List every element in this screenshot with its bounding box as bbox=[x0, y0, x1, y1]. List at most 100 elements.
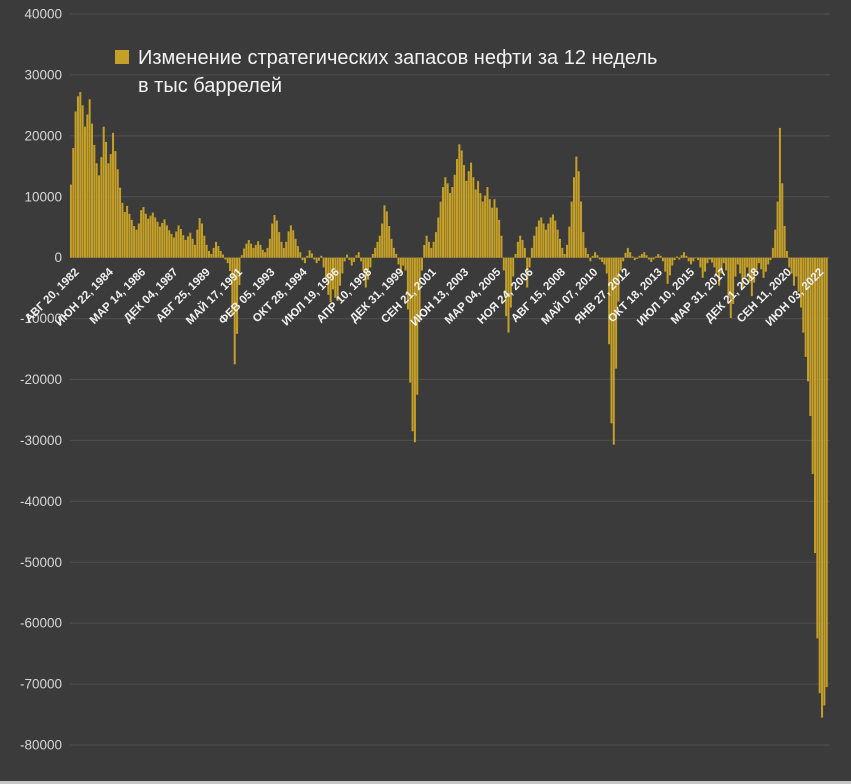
bar bbox=[636, 257, 639, 259]
bar bbox=[432, 241, 435, 258]
bar bbox=[739, 257, 742, 274]
bar bbox=[406, 257, 409, 310]
bar bbox=[292, 230, 295, 258]
bar bbox=[491, 207, 494, 258]
bar bbox=[348, 257, 351, 261]
bar bbox=[100, 157, 103, 258]
bar bbox=[90, 123, 93, 258]
bar bbox=[470, 162, 473, 258]
bar bbox=[329, 257, 332, 303]
bar bbox=[528, 257, 531, 268]
bar bbox=[420, 257, 423, 271]
bar bbox=[675, 256, 678, 258]
bar bbox=[477, 180, 480, 258]
bar bbox=[296, 246, 299, 258]
bar bbox=[734, 257, 737, 277]
bar bbox=[193, 244, 196, 258]
bar bbox=[69, 184, 72, 258]
bar bbox=[736, 257, 739, 265]
bar bbox=[151, 212, 154, 258]
bar bbox=[353, 257, 356, 262]
bar bbox=[165, 225, 168, 258]
y-tick-label: 20000 bbox=[24, 128, 62, 143]
bar bbox=[439, 201, 442, 258]
bar bbox=[413, 257, 416, 443]
bar bbox=[404, 257, 407, 271]
bar bbox=[776, 201, 779, 258]
bar bbox=[434, 232, 437, 258]
bar bbox=[95, 163, 98, 258]
bar bbox=[575, 156, 578, 258]
bar bbox=[158, 226, 161, 258]
bar bbox=[427, 241, 430, 258]
bar bbox=[481, 201, 484, 258]
bar bbox=[280, 241, 283, 258]
bar bbox=[645, 255, 648, 258]
bar bbox=[88, 99, 91, 258]
bar bbox=[537, 220, 540, 258]
bar bbox=[172, 237, 175, 258]
bar bbox=[109, 154, 112, 258]
bar bbox=[198, 218, 201, 258]
bar bbox=[498, 219, 501, 258]
bar bbox=[823, 257, 826, 706]
bar bbox=[617, 257, 620, 302]
bar bbox=[825, 257, 828, 688]
x-tick-label: МАР 14, 1986 bbox=[88, 266, 148, 326]
bar bbox=[594, 252, 597, 258]
y-tick-label: 40000 bbox=[24, 7, 62, 22]
bar bbox=[397, 257, 400, 265]
bar bbox=[523, 247, 526, 258]
bar bbox=[785, 250, 788, 258]
bar bbox=[750, 257, 753, 297]
bar bbox=[460, 150, 463, 258]
bar bbox=[81, 105, 84, 258]
window-edge bbox=[0, 781, 851, 784]
bar bbox=[797, 257, 800, 292]
bar bbox=[746, 257, 749, 268]
bar bbox=[343, 257, 346, 262]
bar bbox=[631, 256, 634, 258]
bar bbox=[596, 255, 599, 258]
bar bbox=[360, 257, 363, 262]
bar bbox=[399, 257, 402, 274]
bar bbox=[381, 223, 384, 258]
y-tick-label: -40000 bbox=[20, 494, 62, 509]
bar bbox=[526, 257, 529, 288]
bar bbox=[140, 210, 143, 258]
bar bbox=[240, 255, 243, 258]
bar bbox=[116, 169, 119, 258]
bar bbox=[568, 226, 571, 258]
y-tick-label: -80000 bbox=[20, 738, 62, 753]
bar bbox=[699, 257, 702, 268]
bar bbox=[757, 257, 760, 264]
x-tick-label: МАЙ 07, 2010 bbox=[539, 266, 601, 328]
bar bbox=[346, 254, 349, 258]
bar bbox=[608, 257, 611, 345]
bar bbox=[355, 255, 358, 258]
bar bbox=[774, 229, 777, 258]
bar bbox=[647, 257, 650, 260]
bar bbox=[196, 229, 199, 258]
bar bbox=[809, 257, 812, 417]
bar bbox=[107, 163, 110, 258]
bar bbox=[542, 223, 545, 258]
bar bbox=[467, 171, 470, 258]
bar bbox=[98, 175, 101, 258]
bar bbox=[629, 252, 632, 258]
y-tick-label: -60000 bbox=[20, 616, 62, 631]
bar bbox=[217, 246, 220, 258]
bar bbox=[720, 257, 723, 274]
bar bbox=[259, 244, 262, 258]
bar bbox=[336, 257, 339, 301]
bar bbox=[479, 193, 482, 258]
x-tick-label: МАР 31, 2017 bbox=[669, 266, 729, 326]
bar bbox=[814, 257, 817, 554]
bar bbox=[273, 215, 276, 258]
bar bbox=[458, 144, 461, 258]
bar bbox=[544, 229, 547, 258]
bar bbox=[661, 257, 664, 262]
bar bbox=[530, 247, 533, 258]
bar bbox=[207, 250, 210, 258]
bar bbox=[385, 211, 388, 258]
